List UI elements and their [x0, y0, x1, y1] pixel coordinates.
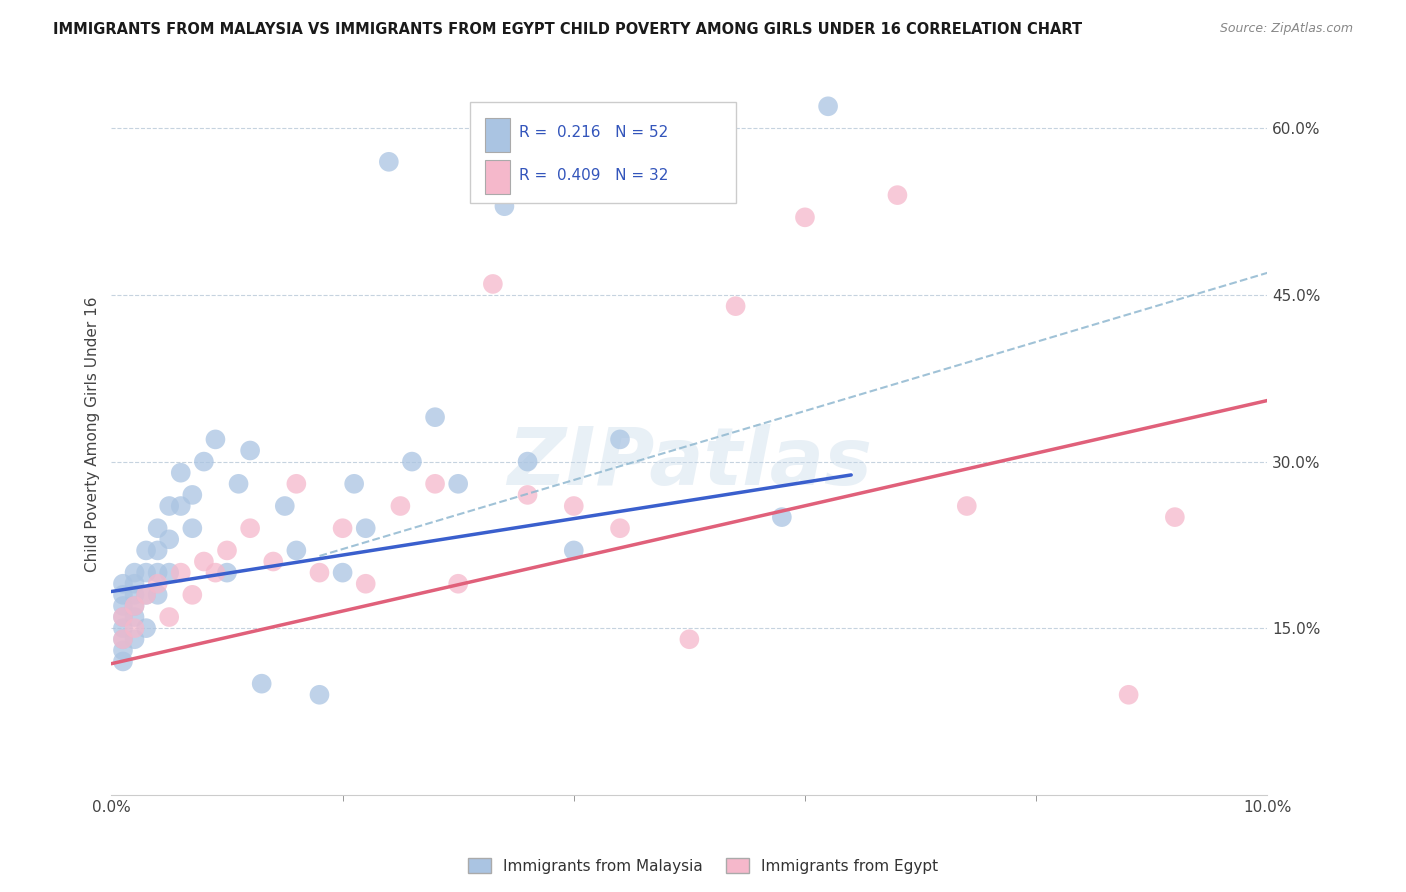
Point: [378, 154, 401, 169]
Point: [170, 499, 193, 513]
Point: [193, 555, 215, 569]
Point: [308, 566, 330, 580]
Point: [389, 499, 412, 513]
Y-axis label: Child Poverty Among Girls Under 16: Child Poverty Among Girls Under 16: [86, 296, 100, 572]
Point: [135, 621, 157, 635]
Point: [135, 566, 157, 580]
Point: [423, 410, 446, 425]
Point: [239, 521, 262, 535]
Point: [678, 166, 700, 180]
Point: [157, 533, 180, 547]
Point: [1164, 510, 1187, 524]
Point: [215, 566, 238, 580]
Legend: Immigrants from Malaysia, Immigrants from Egypt: Immigrants from Malaysia, Immigrants fro…: [461, 852, 945, 880]
Point: [111, 610, 134, 624]
Point: [308, 688, 330, 702]
Point: [193, 454, 215, 468]
Point: [124, 610, 146, 624]
Point: [204, 566, 226, 580]
Point: [157, 499, 180, 513]
Point: [135, 588, 157, 602]
Point: [447, 576, 470, 591]
Point: [262, 555, 284, 569]
Point: [124, 599, 146, 613]
Point: [146, 576, 169, 591]
Point: [516, 454, 538, 468]
Point: [332, 521, 354, 535]
Point: [124, 621, 146, 635]
Text: IMMIGRANTS FROM MALAYSIA VS IMMIGRANTS FROM EGYPT CHILD POVERTY AMONG GIRLS UNDE: IMMIGRANTS FROM MALAYSIA VS IMMIGRANTS F…: [53, 22, 1083, 37]
Point: [1118, 688, 1140, 702]
Point: [157, 566, 180, 580]
Point: [228, 476, 250, 491]
Point: [482, 277, 505, 291]
Point: [354, 576, 377, 591]
Point: [111, 576, 134, 591]
Point: [423, 476, 446, 491]
Point: [343, 476, 366, 491]
Point: [146, 543, 169, 558]
Point: [886, 188, 908, 202]
Text: Source: ZipAtlas.com: Source: ZipAtlas.com: [1219, 22, 1353, 36]
Point: [111, 632, 134, 647]
Point: [215, 543, 238, 558]
Point: [111, 610, 134, 624]
Point: [146, 566, 169, 580]
Point: [770, 510, 793, 524]
Point: [817, 99, 839, 113]
Point: [956, 499, 979, 513]
Point: [562, 499, 585, 513]
Text: R =  0.409   N = 32: R = 0.409 N = 32: [519, 168, 669, 183]
Point: [204, 433, 226, 447]
Point: [111, 632, 134, 647]
Point: [181, 588, 204, 602]
Point: [111, 588, 134, 602]
Point: [135, 588, 157, 602]
Point: [111, 643, 134, 657]
Point: [170, 466, 193, 480]
Point: [332, 566, 354, 580]
Point: [494, 199, 516, 213]
Point: [401, 454, 423, 468]
Text: R =  0.216   N = 52: R = 0.216 N = 52: [519, 126, 669, 140]
Point: [354, 521, 377, 535]
FancyBboxPatch shape: [485, 160, 510, 194]
Point: [111, 655, 134, 669]
Point: [516, 488, 538, 502]
Point: [124, 566, 146, 580]
Point: [274, 499, 297, 513]
Point: [181, 488, 204, 502]
Point: [724, 299, 747, 313]
Point: [111, 621, 134, 635]
FancyBboxPatch shape: [485, 118, 510, 153]
Point: [447, 476, 470, 491]
Point: [609, 433, 631, 447]
Point: [562, 543, 585, 558]
Point: [157, 610, 180, 624]
Point: [170, 566, 193, 580]
Point: [250, 676, 273, 690]
Point: [285, 543, 308, 558]
Point: [285, 476, 308, 491]
Point: [146, 588, 169, 602]
FancyBboxPatch shape: [470, 102, 735, 202]
Text: ZIPatlas: ZIPatlas: [508, 424, 872, 501]
Point: [794, 211, 817, 225]
Point: [124, 588, 146, 602]
Point: [239, 443, 262, 458]
Point: [124, 576, 146, 591]
Point: [124, 632, 146, 647]
Point: [678, 632, 700, 647]
Point: [135, 543, 157, 558]
Point: [111, 599, 134, 613]
Point: [124, 599, 146, 613]
Point: [181, 521, 204, 535]
Point: [609, 521, 631, 535]
Point: [146, 521, 169, 535]
